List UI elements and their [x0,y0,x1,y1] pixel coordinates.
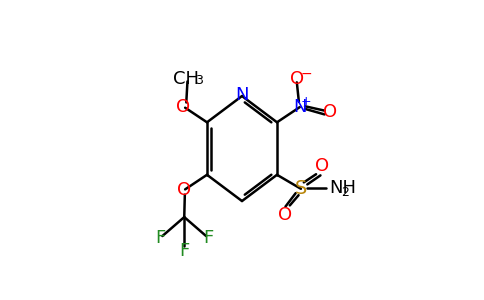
Text: 3: 3 [195,74,202,87]
Text: O: O [278,206,292,224]
Text: NH: NH [329,178,356,196]
Text: S: S [295,179,307,198]
Text: F: F [203,230,213,247]
Text: F: F [155,230,165,247]
Text: −: − [301,67,313,81]
Text: O: O [177,181,191,199]
Text: +: + [301,95,312,108]
Text: O: O [290,70,304,88]
Text: O: O [176,98,190,116]
Text: N: N [235,86,249,104]
Text: F: F [179,242,189,260]
Text: O: O [316,157,330,175]
Text: 2: 2 [342,186,349,200]
Text: O: O [323,103,337,121]
Text: CH: CH [173,70,199,88]
Text: N: N [293,98,306,116]
